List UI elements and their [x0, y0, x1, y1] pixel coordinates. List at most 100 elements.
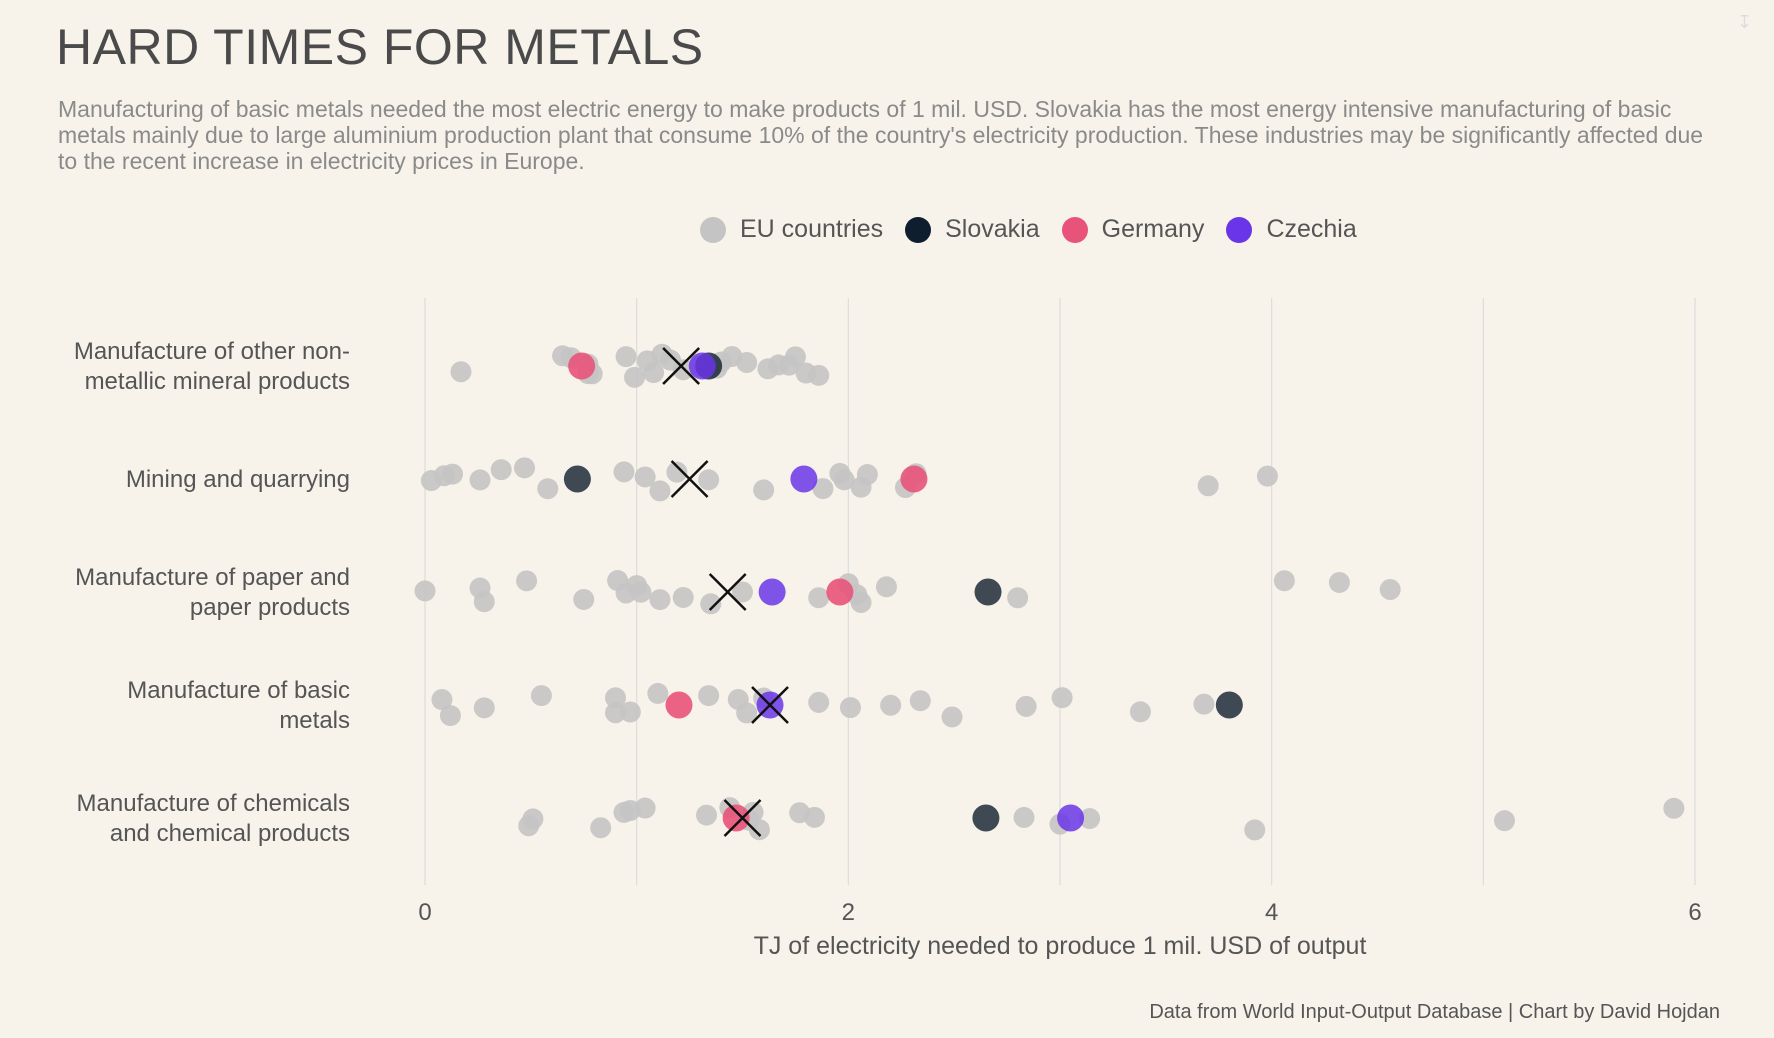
- eu-country-point: [1379, 578, 1401, 600]
- czechia-point: [688, 352, 716, 380]
- eu-country-point: [1663, 797, 1685, 819]
- eu-country-point: [1244, 819, 1266, 841]
- eu-country-point: [473, 697, 495, 719]
- eu-country-point: [839, 697, 861, 719]
- legend-label-czechia: Czechia: [1266, 215, 1357, 243]
- eu-country-point: [605, 687, 626, 709]
- eu-country-point: [1015, 695, 1037, 717]
- eu-country-point: [784, 346, 806, 368]
- eu-country-point: [753, 479, 775, 501]
- eu-country-point: [605, 702, 626, 724]
- x-tick-label: 6: [1688, 899, 1701, 926]
- eu-country-point: [803, 806, 825, 828]
- category-label: Manufacture of other non-metallic minera…: [74, 338, 350, 395]
- eu-country-point: [700, 593, 722, 615]
- eu-country-point: [490, 459, 512, 481]
- legend-label-germany: Germany: [1101, 215, 1205, 243]
- eu-country-point: [696, 804, 718, 826]
- eu-country-point: [1197, 475, 1219, 497]
- eu-country-point: [666, 461, 688, 483]
- slovakia-point: [972, 804, 1000, 832]
- eu-country-point: [630, 581, 652, 603]
- slovakia-point: [1215, 691, 1243, 719]
- eu-country-point: [732, 581, 753, 603]
- czechia-point: [790, 465, 818, 493]
- eu-country-point: [643, 362, 665, 384]
- eu-country-point: [748, 819, 770, 841]
- eu-country-point: [850, 591, 872, 613]
- category-label: Manufacture of basic metals: [127, 677, 350, 734]
- legend-label-eu: EU countries: [740, 215, 884, 243]
- eu-country-point: [522, 808, 544, 830]
- eu-country-point: [736, 702, 758, 724]
- chart-credit: Data from World Input-Output Database | …: [1149, 1001, 1720, 1023]
- eu-country-point: [1328, 571, 1350, 593]
- legend-swatch-slovakia: [905, 216, 932, 243]
- eu-country-point: [442, 463, 464, 485]
- slovakia-point: [563, 465, 591, 493]
- eu-country-point: [649, 480, 671, 502]
- eu-country-point: [619, 701, 641, 723]
- eu-country-point: [1007, 587, 1029, 609]
- eu-country-point: [875, 576, 897, 598]
- legend-label-slovakia: Slovakia: [945, 215, 1040, 243]
- category-label: Mining and quarrying: [126, 466, 350, 493]
- germany-point: [665, 691, 693, 719]
- eu-country-point: [1051, 687, 1073, 709]
- eu-country-point: [833, 469, 855, 491]
- chart-subtitle: Manufacturing of basic metals needed the…: [58, 96, 1704, 174]
- eu-country-point: [880, 694, 902, 716]
- eu-country-point: [808, 587, 830, 609]
- category-label: Manufacture of paper and paper products: [75, 564, 350, 621]
- average-marker: [708, 573, 747, 611]
- eu-country-point: [469, 469, 491, 491]
- download-icon[interactable]: ↧: [1736, 12, 1752, 33]
- legend-swatch-czechia: [1226, 216, 1253, 243]
- eu-country-point: [439, 705, 461, 727]
- eu-country-point: [909, 690, 931, 712]
- legend-item-slovakia: Slovakia: [905, 215, 1040, 244]
- average-marker: [662, 347, 701, 385]
- legend-item-czechia: Czechia: [1226, 215, 1357, 244]
- eu-country-point: [1273, 570, 1295, 592]
- eu-country-point: [624, 366, 646, 388]
- legend-item-germany: Germany: [1061, 215, 1205, 244]
- average-marker: [723, 799, 762, 837]
- legend: EU countries Slovakia Germany Czechia: [700, 215, 1379, 244]
- eu-country-point: [649, 589, 671, 611]
- x-tick-label: 2: [842, 899, 855, 926]
- eu-country-point: [450, 361, 472, 383]
- germany-point: [900, 465, 928, 493]
- eu-country-point: [672, 586, 694, 608]
- eu-country-point: [856, 464, 878, 486]
- eu-country-point: [613, 461, 635, 483]
- legend-swatch-eu: [700, 216, 726, 243]
- eu-country-point: [431, 689, 453, 711]
- eu-country-point: [513, 457, 535, 479]
- germany-point: [722, 804, 750, 832]
- eu-country-point: [615, 346, 637, 368]
- x-tick-label: 0: [418, 899, 431, 926]
- czechia-point: [758, 578, 786, 606]
- eu-country-point: [634, 466, 656, 488]
- eu-country-point: [698, 469, 720, 491]
- category-label: Manufacture of chemicals and chemical pro…: [77, 790, 350, 847]
- eu-country-point: [590, 817, 612, 839]
- eu-country-point: [808, 364, 830, 386]
- eu-country-point: [1494, 810, 1515, 832]
- eu-country-point: [941, 706, 963, 728]
- legend-item-eu: EU countries: [700, 215, 883, 244]
- eu-country-point: [808, 691, 830, 713]
- eu-country-point: [516, 570, 538, 592]
- eu-country-point: [573, 588, 595, 610]
- chart-title: HARD TIMES FOR METALS: [56, 19, 704, 75]
- legend-swatch-germany: [1061, 216, 1088, 243]
- slovakia-point: [974, 578, 1002, 606]
- eu-country-point: [1129, 701, 1151, 723]
- eu-country-point: [736, 351, 758, 373]
- eu-country-point: [634, 797, 656, 819]
- eu-country-point: [1256, 465, 1278, 487]
- eu-country-point: [647, 682, 669, 704]
- average-marker: [670, 460, 709, 498]
